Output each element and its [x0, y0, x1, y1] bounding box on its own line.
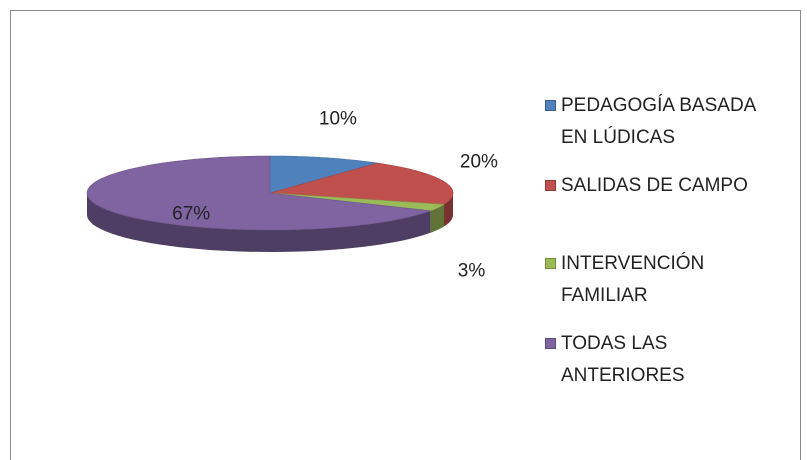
- data-label: 10%: [319, 109, 357, 130]
- legend-swatch: [545, 180, 556, 191]
- data-label: 67%: [172, 203, 210, 224]
- legend-item: TODAS LAS ANTERIORES: [545, 328, 776, 392]
- slice: [269, 162, 454, 205]
- legend-item: SALIDAS DE CAMPO: [545, 170, 776, 202]
- legend-item: INTERVENCIÓN FAMILIAR: [545, 248, 776, 312]
- slice: [269, 155, 378, 194]
- legend-swatch: [545, 100, 556, 111]
- slice-side: [87, 193, 431, 252]
- data-label: 20%: [460, 151, 498, 172]
- legend-label: INTERVENCIÓN FAMILIAR: [561, 253, 705, 306]
- slice-side: [430, 204, 444, 233]
- slice: [269, 192, 445, 212]
- data-label: 3%: [458, 261, 486, 282]
- slice: [86, 155, 431, 231]
- legend-swatch: [545, 338, 556, 349]
- legend-label: TODAS LAS ANTERIORES: [561, 333, 685, 386]
- legend-label: PEDAGOGÍA BASADA EN LÚDICAS: [561, 95, 756, 148]
- legend-swatch: [545, 258, 556, 269]
- legend-item: PEDAGOGÍA BASADA EN LÚDICAS: [545, 90, 776, 154]
- slice-side: [444, 193, 453, 227]
- legend-label: SALIDAS DE CAMPO: [561, 175, 748, 196]
